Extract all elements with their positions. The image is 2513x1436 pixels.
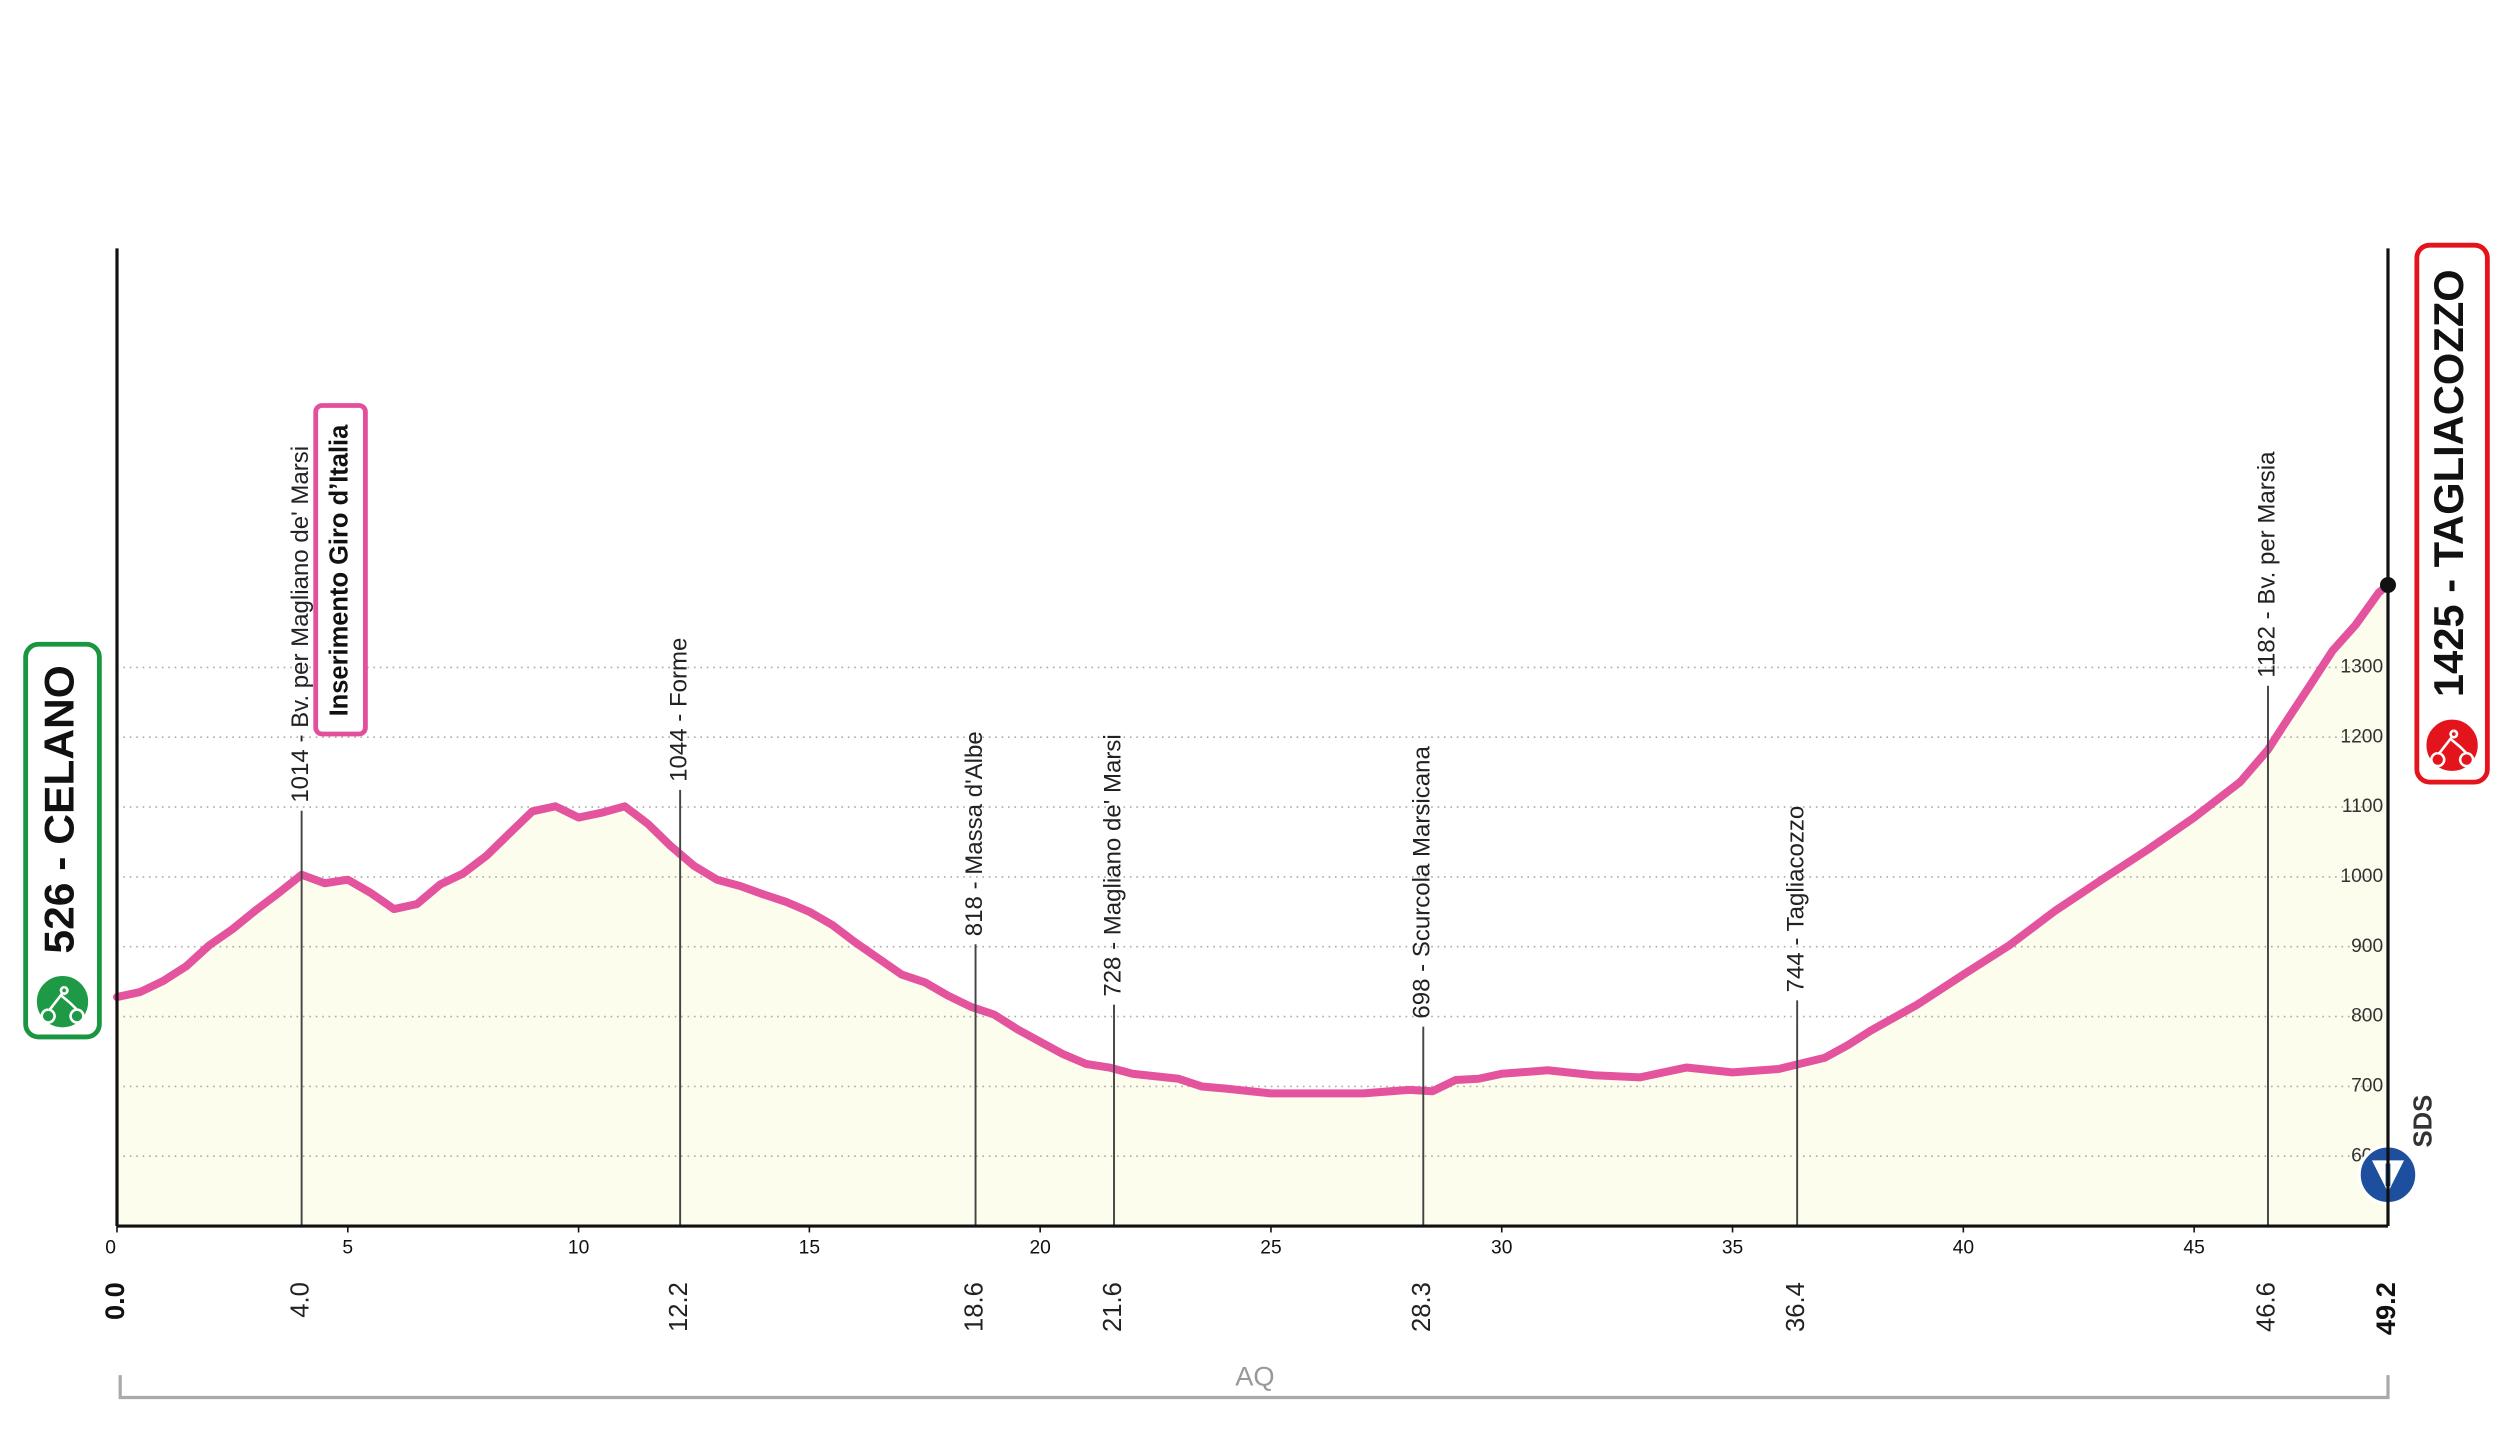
province-bracket [118,1375,2390,1400]
finish-label: 1425 - TAGLIACOZZO [2425,269,2472,697]
finish-cyclist [2430,729,2475,768]
x-tick-label: 15 [799,1238,820,1259]
waypoint-label: 1182 - Bv. per Marsia [2253,451,2280,678]
annotation: Inserimento Giro d’Italia [325,424,353,716]
y-tick-label: 700 [2351,1075,2383,1096]
waypoint-km: 21.6 [1099,1282,1127,1332]
y-tick-label: 800 [2351,1006,2383,1027]
profile-fill [116,584,2388,1227]
x-tick-label: 0 [105,1238,116,1259]
y-tick-label: 1300 [2340,656,2383,677]
main-layer: 6007008009001000110012001300051015202530… [99,446,2419,1335]
annotation-box [313,403,368,737]
waypoint-label: 728 - Magliano de' Marsi [1099,734,1126,996]
timing-label: SDS [2410,1095,2438,1148]
y-tick-label: 1200 [2340,726,2383,747]
waypoint-km: 4.0 [286,1282,314,1318]
waypoint-label: 1044 - Forme [665,638,692,782]
waypoint-km: 12.2 [665,1282,693,1332]
x-tick-label: 25 [1260,1238,1281,1259]
x-tick-label: 40 [1953,1238,1974,1259]
x-tick-label: 30 [1491,1238,1512,1259]
waypoint-label: 1014 - Bv. per Magliano de' Marsi [287,446,314,803]
endpoint-km: 49.2 [2370,1282,2401,1335]
waypoint-km: 28.3 [1408,1282,1436,1332]
x-tick-label: 5 [342,1238,353,1259]
x-tick-label: 20 [1029,1238,1050,1259]
finish-icon [2423,716,2481,775]
finish-box [2414,242,2490,785]
start-cyclist [40,985,85,1024]
endpoint-km: 0.0 [99,1282,130,1320]
y-tick-label: 1100 [2342,796,2383,817]
x-tick-label: 10 [568,1238,589,1259]
y-tick-label: 900 [2351,936,2383,957]
start-icon [33,972,92,1031]
waypoint-km: 36.4 [1782,1282,1810,1332]
waypoint-label: 818 - Massa d'Albe [961,731,988,936]
waypoint-label: 744 - Tagliacozzo [1783,806,1810,993]
x-tick-label: 35 [1722,1238,1743,1259]
waypoint-km: 18.6 [960,1282,988,1332]
waypoint-label: 698 - Scurcola Marsicana [1409,745,1436,1018]
x-tick-label: 45 [2183,1238,2204,1259]
start-label: 526 - CELANO [36,665,83,953]
start-box [23,641,102,1040]
province-label: AQ [1235,1361,1274,1392]
y-tick-label: 1000 [2340,866,2383,887]
profile-line [112,580,2392,1098]
fill-layer [116,584,2388,1227]
waypoint-km: 46.6 [2253,1282,2281,1332]
